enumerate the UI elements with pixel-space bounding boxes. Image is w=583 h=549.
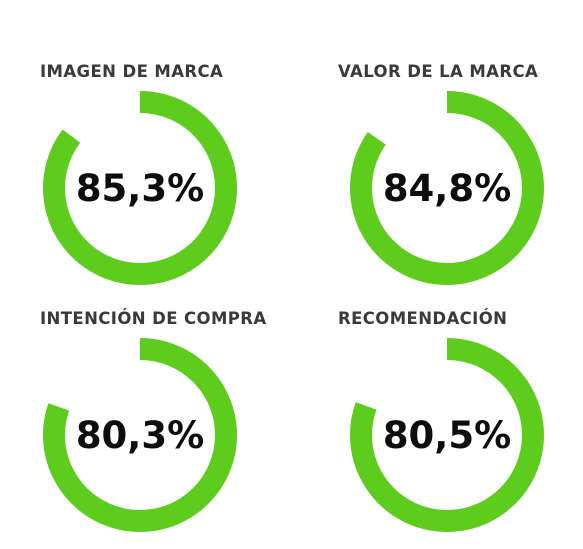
gauge-value-label: 80,3% — [76, 414, 204, 457]
gauge-panel-intencion-de-compra: INTENCIÓN DE COMPRA 80,3% — [40, 309, 300, 549]
gauge-value-label: 84,8% — [383, 167, 511, 210]
gauge-chart: 84,8% — [350, 91, 544, 285]
gauge-arc — [43, 91, 237, 285]
gauge-arc — [43, 338, 237, 532]
gauge-value-label: 80,5% — [383, 414, 511, 457]
gauge-chart: 80,5% — [350, 338, 544, 532]
gauge-chart: 80,3% — [43, 338, 237, 532]
gauge-panel-recomendacion: RECOMENDACIÓN 80,5% — [338, 309, 583, 549]
gauge-title: INTENCIÓN DE COMPRA — [40, 309, 267, 328]
gauge-arc — [350, 91, 544, 285]
gauge-title: RECOMENDACIÓN — [338, 309, 508, 328]
gauge-panel-imagen-de-marca: IMAGEN DE MARCA 85,3% — [40, 62, 300, 302]
gauge-title: VALOR DE LA MARCA — [338, 62, 539, 81]
gauge-value-label: 85,3% — [76, 167, 204, 210]
gauge-arc — [350, 338, 544, 532]
gauge-panel-valor-de-la-marca: VALOR DE LA MARCA 84,8% — [338, 62, 583, 302]
gauge-chart: 85,3% — [43, 91, 237, 285]
gauge-title: IMAGEN DE MARCA — [40, 62, 224, 81]
